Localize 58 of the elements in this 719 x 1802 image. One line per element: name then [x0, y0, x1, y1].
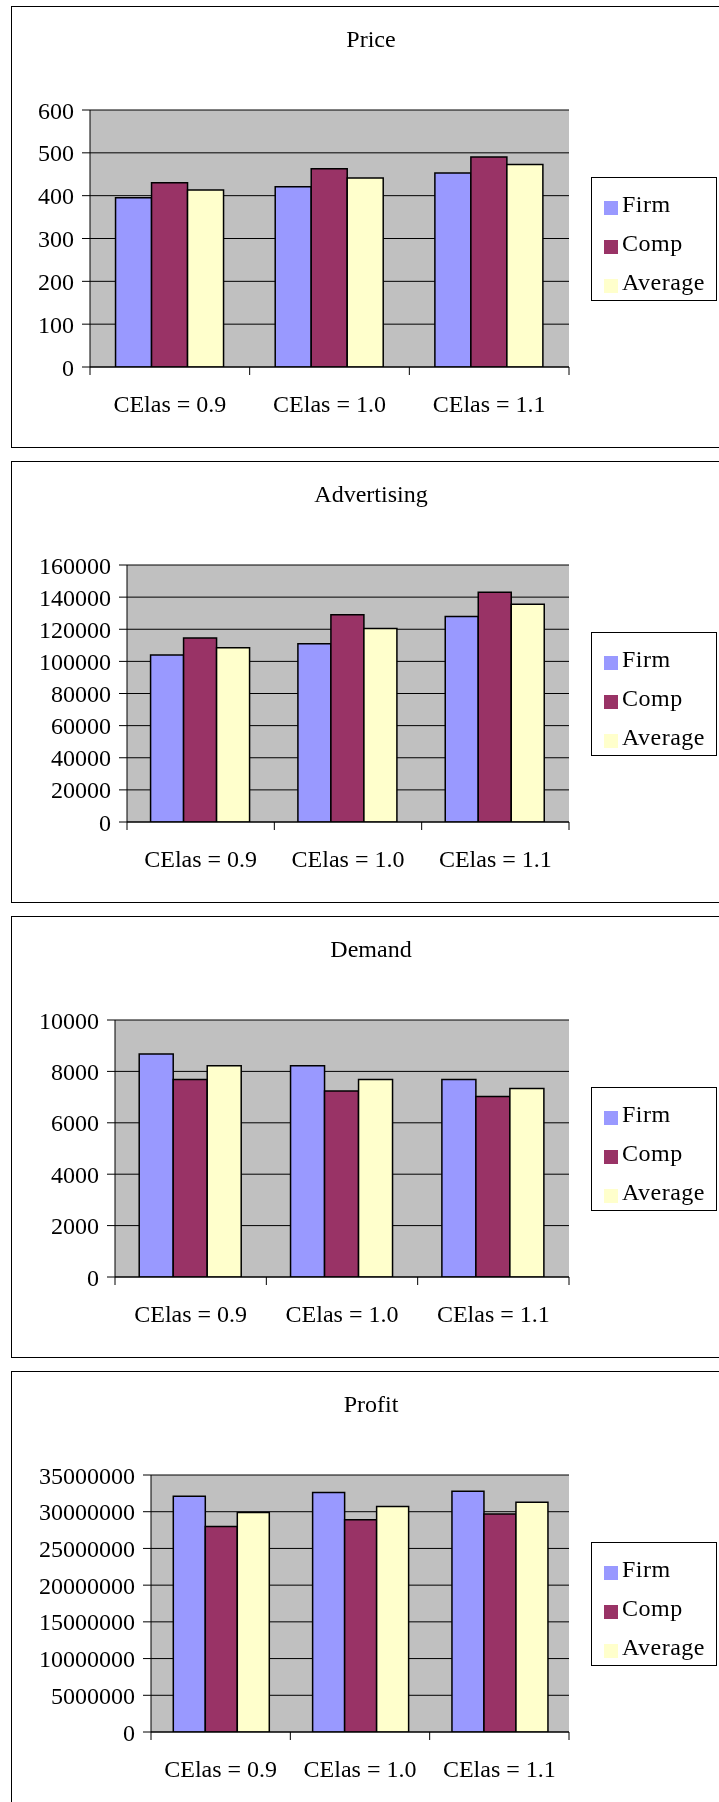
- y-tick-label: 10000: [39, 1007, 99, 1034]
- y-tick-label: 40000: [51, 745, 111, 772]
- legend-label: Firm: [622, 190, 671, 217]
- legend-label: Average: [622, 1633, 705, 1660]
- chart-title: Profit: [342, 1390, 400, 1419]
- y-tick-label: 10000000: [39, 1646, 135, 1673]
- legend-label: Average: [622, 268, 705, 295]
- y-tick-label: 400: [38, 183, 74, 210]
- x-tick-label: CElas = 0.9: [134, 1301, 248, 1328]
- y-tick-label: 100: [38, 311, 74, 338]
- x-tick-label: CElas = 1.0: [273, 391, 386, 418]
- x-tick-label: CElas = 0.9: [113, 391, 227, 418]
- y-tick-label: 0: [123, 1719, 135, 1746]
- y-tick-label: 500: [38, 140, 74, 167]
- legend-label: Average: [622, 723, 705, 750]
- y-tick-label: 30000000: [39, 1499, 135, 1526]
- x-tick-label: CElas = 0.9: [164, 1756, 278, 1783]
- y-tick-label: 8000: [51, 1058, 99, 1085]
- y-tick-label: 5000000: [51, 1682, 135, 1709]
- y-tick-label: 20000000: [39, 1572, 135, 1599]
- y-tick-label: 15000000: [39, 1609, 135, 1636]
- chart-title: Price: [345, 25, 397, 54]
- x-tick-label: CElas = 1.0: [285, 1301, 399, 1328]
- legend-label: Comp: [622, 684, 683, 711]
- y-tick-label: 2000: [51, 1213, 99, 1240]
- legend-label: Firm: [622, 1100, 671, 1127]
- y-tick-label: 0: [87, 1264, 99, 1291]
- chart-title: Advertising: [313, 480, 429, 509]
- y-tick-label: 140000: [39, 584, 111, 611]
- legend-label: Comp: [622, 229, 683, 256]
- y-tick-label: 200: [38, 268, 74, 295]
- y-tick-label: 300: [38, 226, 74, 253]
- y-tick-label: 60000: [51, 713, 111, 740]
- y-tick-label: 160000: [39, 552, 111, 579]
- x-tick-label: CElas = 0.9: [144, 846, 258, 873]
- y-tick-label: 20000: [51, 777, 111, 804]
- y-tick-label: 120000: [39, 616, 111, 643]
- y-tick-label: 6000: [51, 1110, 99, 1137]
- x-tick-label: CElas = 1.0: [291, 846, 405, 873]
- legend-label: Firm: [622, 1555, 671, 1582]
- chart-title: Demand: [329, 935, 413, 964]
- y-tick-label: 600: [38, 97, 74, 124]
- x-tick-label: CElas = 1.1: [438, 846, 552, 873]
- y-tick-label: 80000: [51, 681, 111, 708]
- legend-label: Comp: [622, 1139, 683, 1166]
- legend-label: Firm: [622, 645, 671, 672]
- legend-label: Average: [622, 1178, 705, 1205]
- legend-label: Comp: [622, 1594, 683, 1621]
- y-tick-label: 25000000: [39, 1535, 135, 1562]
- x-tick-label: CElas = 1.1: [436, 1301, 550, 1328]
- y-tick-label: 4000: [51, 1161, 99, 1188]
- x-tick-label: CElas = 1.1: [442, 1756, 556, 1783]
- x-tick-label: CElas = 1.0: [303, 1756, 417, 1783]
- y-tick-label: 0: [99, 809, 111, 836]
- y-tick-label: 35000000: [39, 1462, 135, 1489]
- x-tick-label: CElas = 1.1: [432, 391, 546, 418]
- y-tick-label: 0: [62, 354, 74, 381]
- y-tick-label: 100000: [39, 648, 111, 675]
